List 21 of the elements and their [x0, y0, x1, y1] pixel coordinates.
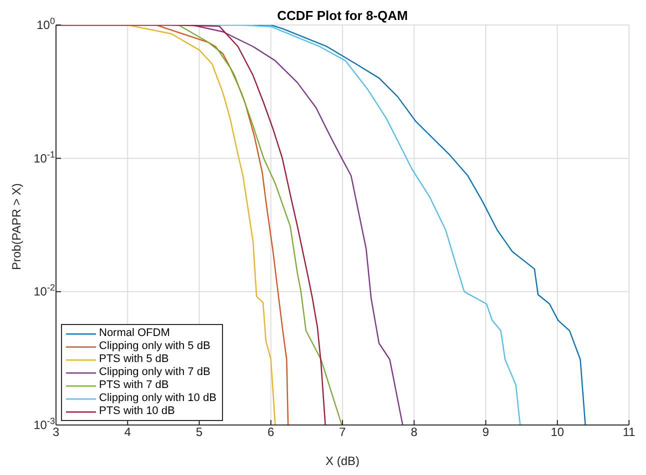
- y-axis-title: Prob(PAPR > X): [9, 183, 24, 270]
- x-tick-label: 5: [196, 425, 203, 439]
- x-tick-label: 10: [550, 425, 564, 439]
- x-tick-label: 8: [410, 425, 418, 439]
- y-tick-label: 10$^{-1}$: [34, 149, 55, 166]
- x-tick-label: 7: [339, 425, 346, 439]
- legend-label: PTS with 5 dB: [99, 353, 169, 366]
- x-tick-label: 9: [482, 425, 490, 439]
- legend-label: Normal OFDM: [99, 327, 170, 340]
- x-tick-label: 11: [622, 425, 636, 439]
- chart-title: CCDF Plot for 8-QAM: [276, 8, 409, 23]
- legend-label: PTS with 10 dB: [99, 405, 175, 418]
- legend-label: Clipping only with 7 dB: [99, 366, 210, 379]
- legend-label: Clipping only with 5 dB: [99, 340, 210, 353]
- y-tick-label: 10$^{-2}$: [34, 282, 55, 299]
- legend-label: Clipping only with 10 dB: [99, 392, 216, 405]
- y-tick-label: 10$^{0}$: [36, 16, 55, 32]
- x-tick-label: 4: [124, 425, 132, 439]
- x-tick-label: 3: [52, 425, 60, 439]
- x-tick-label: 6: [268, 425, 275, 439]
- legend-label: PTS with 7 dB: [99, 379, 169, 392]
